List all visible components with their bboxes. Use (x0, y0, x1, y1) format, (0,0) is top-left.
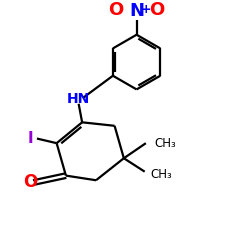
Text: CH₃: CH₃ (154, 137, 176, 150)
Text: N: N (129, 2, 144, 20)
Text: +: + (141, 3, 152, 16)
Text: O: O (24, 173, 38, 191)
Text: HN: HN (67, 92, 90, 106)
Text: I: I (28, 131, 33, 146)
Text: CH₃: CH₃ (150, 168, 172, 181)
Text: O: O (149, 1, 164, 19)
Text: O: O (108, 1, 124, 19)
